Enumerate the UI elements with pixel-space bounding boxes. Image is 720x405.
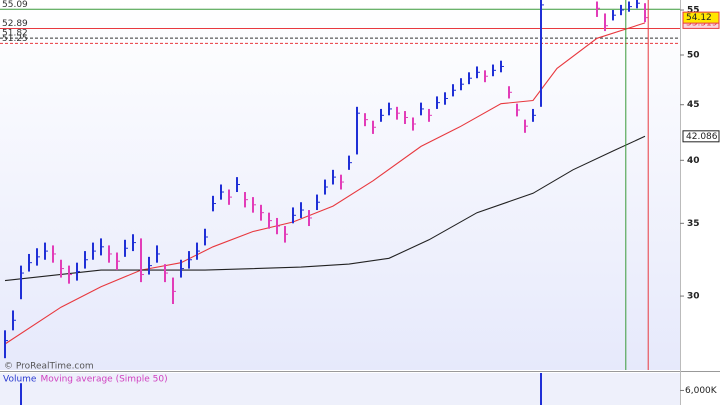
y-tick-label: 55 (687, 6, 700, 16)
volume-bar (540, 373, 542, 405)
level-label: 51.82 (2, 29, 28, 39)
value-badge-label: 42.086 (686, 132, 718, 142)
y-tick-label: 45 (687, 100, 700, 110)
level-label: 55.09 (2, 0, 28, 10)
value-badge-label: 54.12 (686, 13, 712, 23)
volume-tick-label: 6,000K (685, 386, 718, 396)
level-label: 52.89 (2, 19, 28, 29)
value-badge (682, 130, 720, 143)
level-label: 51.25 (2, 34, 28, 44)
y-tick-label: 35 (687, 219, 700, 229)
y-tick-label: 50 (687, 50, 700, 60)
watermark: © ProRealTime.com (4, 362, 94, 372)
y-tick-label: 40 (687, 156, 700, 166)
volume-background (0, 373, 680, 405)
volume-legend: Moving average (Simple 50) (40, 375, 167, 385)
volume-bar (20, 383, 22, 405)
y-tick-label: 30 (687, 292, 700, 302)
volume-legend: Volume (3, 375, 37, 385)
moving-average-line (4, 135, 646, 282)
value-badge (682, 11, 720, 24)
